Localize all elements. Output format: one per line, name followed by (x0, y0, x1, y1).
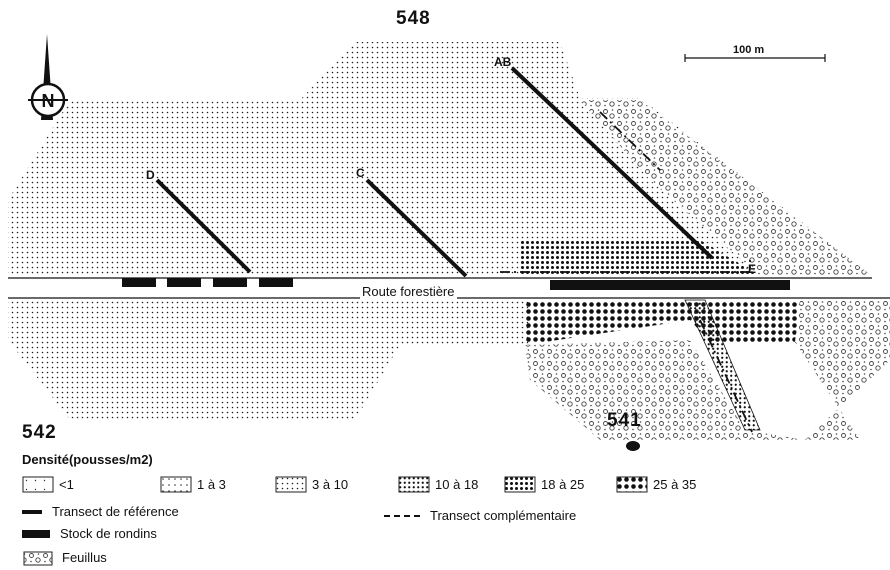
legend-density-swatch (504, 476, 536, 493)
transect-c-label: C (356, 166, 365, 180)
legend-density-class: 3 à 10 (275, 476, 348, 493)
north-arrow-icon: N (28, 34, 68, 120)
legend-density-label: 10 à 18 (435, 477, 479, 492)
legend-density-label: 25 à 35 (653, 477, 697, 492)
zone-542-label: 542 (22, 422, 57, 443)
log-stock-5 (550, 280, 790, 290)
legend-hardwoods-label: Feuillus (62, 550, 107, 565)
legend-log-stock-label: Stock de rondins (60, 526, 157, 541)
legend-reference-transect: Transect de référence (22, 504, 179, 519)
zone-542-area (8, 300, 530, 420)
reference-transect-swatch (22, 509, 42, 514)
feature-blob (626, 441, 640, 451)
transect-ab (510, 66, 714, 260)
legend-hardwoods-swatch (23, 551, 53, 566)
legend-hardwoods: Feuillus (62, 550, 107, 565)
dense-zone-south-pattern (525, 300, 800, 345)
scale-label: 100 m (733, 44, 765, 56)
legend-density-class: 25 à 35 (616, 476, 696, 493)
legend-log-stock: Stock de rondins (22, 526, 157, 541)
legend-complementary-transect-label: Transect complémentaire (430, 508, 577, 523)
legend-density-label: <1 (59, 477, 74, 492)
legend-density-label: 18 à 25 (541, 477, 585, 492)
transect-c (365, 178, 468, 278)
complementary-transect-north (500, 260, 751, 273)
log-stock-swatch (22, 529, 50, 538)
complementary-transect-swatch (384, 514, 420, 517)
zone-541-label: 541 (607, 410, 642, 431)
hardwoods-south (525, 300, 890, 440)
legend-reference-transect-label: Transect de référence (52, 504, 179, 519)
legend-density-class: <1 (22, 476, 74, 493)
complementary-transect-ne (599, 111, 661, 171)
legend-density-class: 1 à 3 (160, 476, 226, 493)
corridor-strip (684, 299, 761, 431)
legend-density-swatch (22, 476, 54, 493)
legend-density-class: 18 à 25 (504, 476, 584, 493)
transect-d (155, 178, 252, 274)
legend-density-swatch (275, 476, 307, 493)
complementary-transect-south (699, 319, 753, 433)
legend-complementary-transect: Transect complémentaire (384, 508, 576, 523)
log-stock-1 (122, 278, 156, 287)
legend-density-class: 10 à 18 (398, 476, 478, 493)
log-stock-3 (213, 278, 247, 287)
log-stock-4 (259, 278, 293, 287)
zone-548-label: 548 (396, 8, 431, 29)
legend-title: Densité(pousses/m2) (22, 452, 153, 467)
legend-density-swatch (616, 476, 648, 493)
hardwoods-north-pattern (580, 100, 872, 276)
legend-density-label: 1 à 3 (197, 477, 226, 492)
legend-density-swatch (160, 476, 192, 493)
legend-density-swatch (398, 476, 430, 493)
transect-e-label: E (748, 262, 757, 276)
legend-density-label: 3 à 10 (312, 477, 349, 492)
road-label: Route forestière (360, 284, 457, 299)
log-stock-2 (167, 278, 201, 287)
zone-548-area (8, 42, 872, 276)
north-label: N (42, 91, 55, 111)
transect-ab-label: AB (494, 55, 512, 69)
transect-d-label: D (146, 168, 155, 182)
